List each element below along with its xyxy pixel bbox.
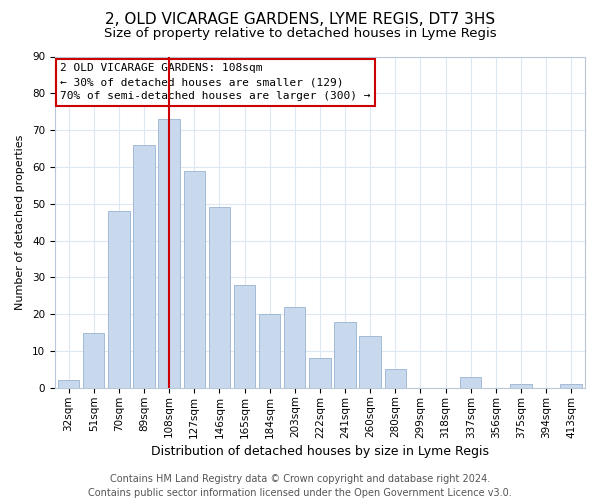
Bar	[510, 384, 532, 388]
Bar	[284, 307, 305, 388]
Text: 2, OLD VICARAGE GARDENS, LYME REGIS, DT7 3HS: 2, OLD VICARAGE GARDENS, LYME REGIS, DT7…	[105, 12, 495, 28]
Bar	[334, 322, 356, 388]
Bar	[133, 145, 155, 388]
Y-axis label: Number of detached properties: Number of detached properties	[15, 134, 25, 310]
Bar	[359, 336, 381, 388]
Bar	[184, 170, 205, 388]
Bar	[83, 332, 104, 388]
Text: 2 OLD VICARAGE GARDENS: 108sqm
← 30% of detached houses are smaller (129)
70% of: 2 OLD VICARAGE GARDENS: 108sqm ← 30% of …	[60, 63, 371, 101]
Bar	[209, 208, 230, 388]
Bar	[560, 384, 582, 388]
Bar	[234, 284, 255, 388]
Bar	[385, 370, 406, 388]
Text: Size of property relative to detached houses in Lyme Regis: Size of property relative to detached ho…	[104, 28, 496, 40]
Bar	[158, 119, 180, 388]
X-axis label: Distribution of detached houses by size in Lyme Regis: Distribution of detached houses by size …	[151, 444, 489, 458]
Text: Contains HM Land Registry data © Crown copyright and database right 2024.
Contai: Contains HM Land Registry data © Crown c…	[88, 474, 512, 498]
Bar	[309, 358, 331, 388]
Bar	[460, 376, 481, 388]
Bar	[58, 380, 79, 388]
Bar	[259, 314, 280, 388]
Bar	[108, 211, 130, 388]
